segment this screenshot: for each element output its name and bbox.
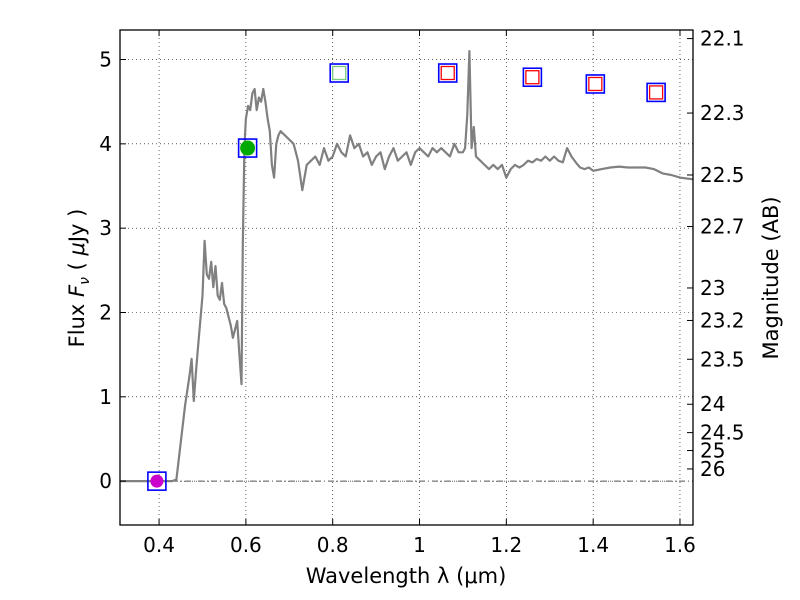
observed-photometry-point (332, 65, 347, 81)
plot-frame (119, 29, 694, 526)
x-tick-label: 0.6 (230, 533, 262, 557)
model-photometry-point (237, 138, 258, 158)
y2-axis-label: Magnitude (AB) (759, 196, 783, 359)
mag-tick-label: 23 (700, 276, 725, 300)
model-photometry-point (147, 471, 167, 491)
observed-photometry-point (240, 140, 256, 156)
x-tick-label: 1 (413, 533, 426, 557)
x-tick-label: 1.4 (577, 533, 609, 557)
grid-layer (120, 30, 693, 525)
x-tick-label: 1.2 (490, 533, 522, 557)
model-photometry-point (646, 82, 666, 103)
model-photometry-point (585, 74, 606, 94)
y-tick-label: 1 (99, 385, 112, 409)
y-tick-label: 4 (99, 132, 112, 156)
observed-photometry-point (525, 70, 540, 85)
y-tick-label: 3 (99, 216, 112, 240)
mag-tick-label: 22.1 (700, 27, 745, 51)
mag-tick-label: 22.5 (700, 163, 745, 187)
model-photometry-point (437, 63, 458, 83)
x-tick-label: 0.8 (317, 533, 349, 557)
y-tick-label: 2 (99, 300, 112, 324)
mag-tick-label: 25 (700, 439, 725, 463)
observed-photometry-point (588, 76, 603, 92)
sed-model-line (120, 49, 694, 483)
mag-tick-label: 22.3 (700, 101, 745, 125)
x-tick-label: 0.4 (143, 533, 175, 557)
mag-tick-label: 22.7 (700, 214, 745, 238)
x-tick-label: 1.6 (664, 533, 696, 557)
y-tick-label: 0 (99, 469, 112, 493)
mag-tick-label: 26 (700, 457, 725, 481)
mag-tick-label: 24.5 (700, 421, 745, 445)
mag-tick-label: 23.5 (700, 347, 745, 371)
x-axis-label: Wavelength λ (μm) (306, 564, 507, 588)
observed-photometry-point (648, 85, 664, 100)
tick-layer: 0.4 0.6 0.8 1 1.2 1.4 1.601234522.122.322.522.… (99, 27, 744, 557)
model-photometry-point (522, 67, 543, 88)
y-tick-label: 5 (99, 48, 112, 72)
observed-photometry-point (150, 474, 164, 488)
mag-tick-label: 23.2 (700, 308, 745, 332)
y-axis-label: Flux Fν ( μJy ) (65, 209, 93, 348)
observed-photometry-point (440, 65, 455, 81)
plot-layer (120, 49, 694, 491)
mag-tick-label: 24 (700, 392, 725, 416)
model-photometry-point (329, 63, 350, 83)
